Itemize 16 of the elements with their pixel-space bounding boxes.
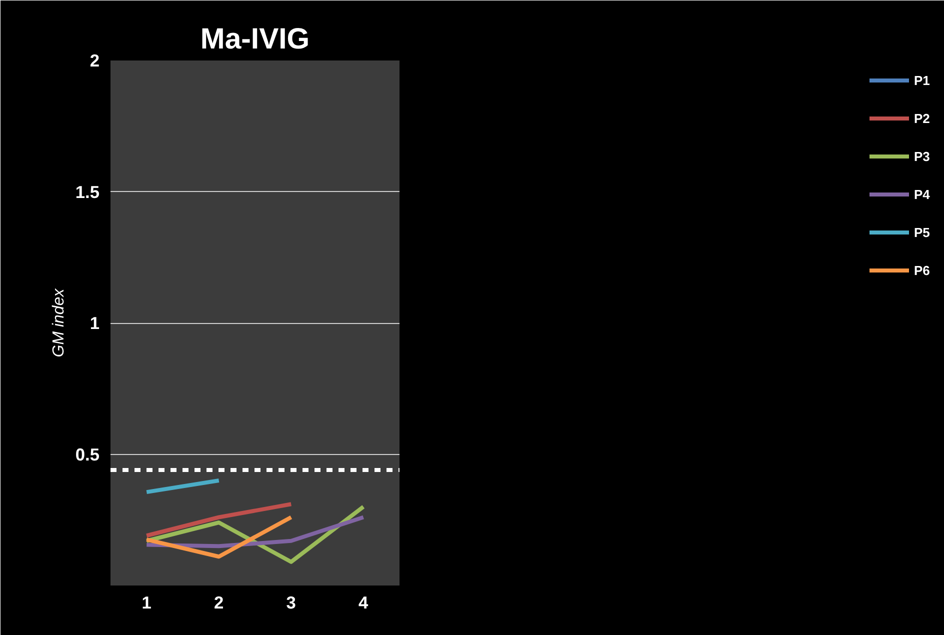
legend-label: P2 xyxy=(914,110,931,126)
y-tick-label: 1.5 xyxy=(75,182,100,202)
legend-label: P1 xyxy=(914,72,931,88)
legend-label: P5 xyxy=(914,224,931,240)
y-tick-label: 1 xyxy=(90,313,100,333)
x-tick-label: 4 xyxy=(358,592,369,612)
y-axis-title: GM index xyxy=(50,288,68,358)
x-tick-label: 3 xyxy=(286,592,296,612)
x-tick-label: 1 xyxy=(142,592,152,612)
y-tick-label: 2 xyxy=(90,50,100,70)
chart-title: Ma-IVIG xyxy=(200,22,310,56)
legend-label: P4 xyxy=(914,186,931,202)
legend-label: P3 xyxy=(914,148,931,164)
y-tick-label: 0.5 xyxy=(75,444,100,464)
x-tick-label: 2 xyxy=(214,592,224,612)
legend-label: P6 xyxy=(914,262,931,278)
